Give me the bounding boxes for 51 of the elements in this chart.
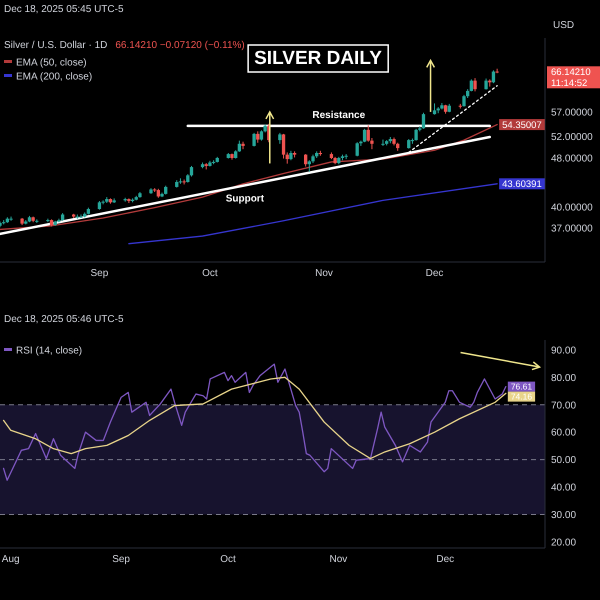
x-tick-label: Sep (112, 554, 130, 565)
text: 11:14:52 (551, 78, 588, 90)
x-tick-label: Dec (426, 268, 444, 279)
y-tick-label: 37.00000 (551, 223, 594, 234)
y-tick-label: 80.00 (551, 372, 576, 384)
text: Dec 18, 2025 05:45 UTC-5 (4, 4, 124, 15)
data-label: 43.60391 (502, 179, 542, 190)
candlestick (473, 78, 477, 92)
x-tick-label: Sep (90, 268, 109, 279)
y-tick-label: 50.00 (551, 455, 576, 466)
annotation: Silver / U.S. Dollar · 1D (4, 40, 108, 51)
series-label: Resistance (312, 110, 366, 121)
legend-label: EMA (200, close) (16, 72, 92, 82)
x-tick-label: Oct (220, 554, 236, 565)
candlestick (252, 132, 256, 147)
x-tick-label: Oct (202, 268, 218, 279)
y-tick-label: 40.00 (551, 482, 576, 494)
x-tick-label: Nov (315, 268, 333, 279)
text: 66.14210 (551, 67, 591, 78)
y-tick-label: 57.00000 (551, 107, 594, 118)
candlestick (484, 78, 488, 90)
y-tick-label: 30.00 (551, 510, 576, 522)
candlestick (278, 132, 282, 144)
y-tick-label: 52.00000 (551, 132, 594, 143)
x-tick-label: Dec (436, 554, 454, 565)
candlestick (282, 133, 286, 160)
data-label: 54.35007 (502, 120, 542, 131)
candlestick (256, 130, 260, 144)
x-tick-label: Aug (2, 554, 20, 565)
candlestick (422, 112, 426, 130)
x-tick-label: Nov (330, 554, 348, 565)
candlestick (356, 142, 359, 157)
series-label: Support (226, 193, 265, 204)
y-tick-label: 48.00000 (551, 153, 594, 164)
candlestick (414, 128, 418, 142)
y-tick-label: 90.00 (551, 345, 576, 356)
candlestick (304, 154, 308, 168)
y-tick-label: 20.00 (551, 537, 576, 548)
text: SILVER DAILY (254, 48, 382, 69)
data-label: 76.61 (510, 382, 532, 392)
y-tick-label: 60.00 (551, 428, 576, 439)
y-tick-label: 40.00000 (551, 202, 594, 214)
y-axis-title: USD (553, 20, 574, 31)
candlestick (407, 138, 410, 150)
text: Dec 18, 2025 05:46 UTC-5 (4, 314, 124, 325)
legend-label: EMA (50, close) (16, 58, 87, 68)
y-tick-label: 70.00 (551, 400, 576, 412)
data-label: 74.16 (510, 392, 532, 402)
candlestick (492, 70, 496, 84)
annotation: 66.14210 −0.07120 (−0.11%) (115, 40, 245, 51)
legend-label: RSI (14, close) (16, 346, 82, 356)
